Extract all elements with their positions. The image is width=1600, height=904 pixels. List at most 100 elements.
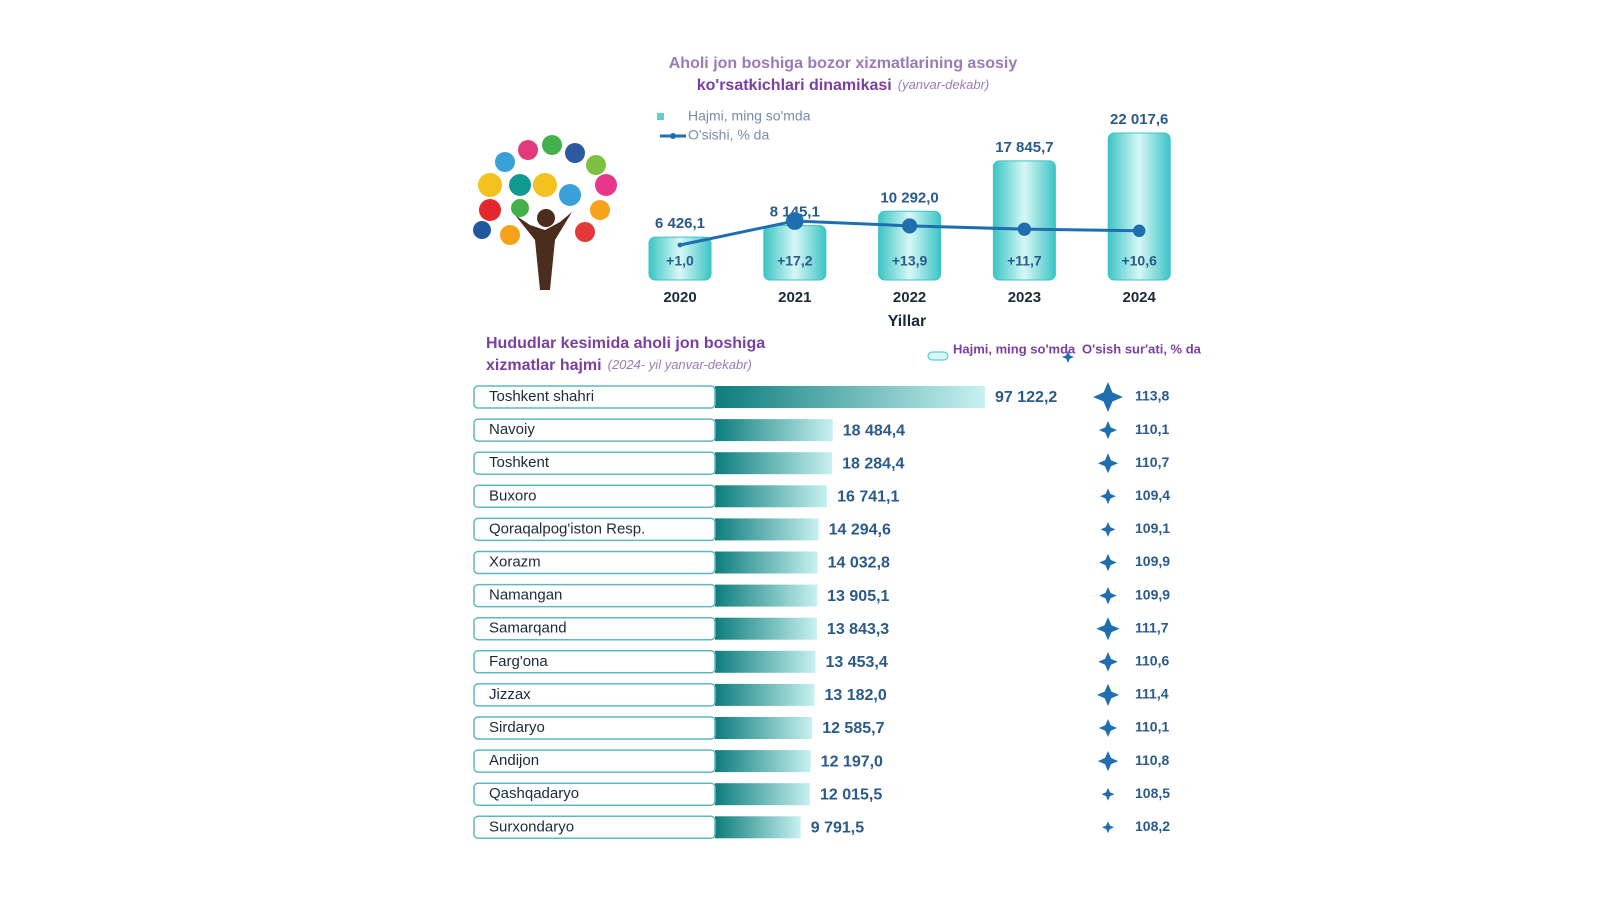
bar [715,717,813,739]
value-label: 14 032,8 [828,555,890,572]
category-label: Farg'ona [489,653,548,670]
category-label: Toshkent [489,454,550,471]
label-pill [473,484,716,509]
label-pill [473,583,716,608]
growth-label: 113,8 [1135,388,1169,404]
chart-title: Aholi jon boshiga bozor xizmatlarining a… [669,55,1018,72]
bar [715,750,811,773]
chart-title-line: ko'rsatkichlari dinamikasi [697,77,892,94]
value-label: 18 284,4 [842,455,904,472]
category-label: Navoiy [489,421,535,438]
growth-marker [1098,651,1118,672]
x-tick-label: 2022 [893,289,926,306]
growth-label: 109,1 [1135,520,1170,536]
growth-marker [1100,488,1116,505]
growth-label: 108,2 [1135,818,1170,834]
value-label: 13 453,4 [825,654,887,671]
legend-swatch [657,113,664,120]
growth-label: 108,5 [1135,785,1170,801]
column [992,160,1056,281]
growth-marker [1102,821,1114,834]
x-axis-label: Yillar [888,313,927,330]
label-pill [473,385,716,409]
label-pill [473,683,716,707]
label-pill [473,749,716,773]
value-label: 17 845,7 [995,139,1053,156]
label-pill [473,782,716,806]
growth-marker [1097,750,1119,772]
bar [715,584,818,607]
tree-logo [473,135,617,290]
legend-label: Hajmi, ming so'mda [953,341,1076,356]
growth-point [1132,224,1146,238]
legend-label: O'sishi, % da [688,127,769,143]
category-label: Toshkent shahri [489,388,594,405]
bar [715,551,818,574]
growth-label: +10,6 [1121,253,1157,269]
x-tick-label: 2021 [778,289,811,306]
growth-point [902,218,918,234]
legend-swatch [927,351,949,361]
growth-marker [1098,718,1118,738]
label-pill [473,815,716,840]
bar [715,386,985,408]
value-label: 97 122,2 [995,389,1057,406]
bar [715,617,817,640]
growth-marker [1096,683,1120,707]
bar [715,452,833,475]
category-label: Andijon [489,752,539,769]
growth-label: +13,9 [892,253,928,269]
value-label: 12 197,0 [821,753,883,770]
growth-marker [1099,553,1117,572]
growth-marker [1096,617,1120,641]
value-label: 10 292,0 [880,189,938,206]
label-pill [473,716,716,740]
chart-title: ko'rsatkichlari dinamikasi (yanvar-dekabr… [697,77,990,94]
category-label: Buxoro [489,487,537,504]
category-label: Jizzax [489,686,531,703]
category-label: Namangan [489,587,562,604]
legend-swatch [1062,351,1074,363]
value-label: 13 843,3 [827,621,889,638]
value-label: 13 905,1 [827,588,889,605]
column [1107,132,1171,281]
growth-label: 109,9 [1135,586,1170,602]
bar [715,419,833,442]
value-label: 6 426,1 [655,215,705,232]
category-label: Samarqand [489,620,567,637]
growth-marker [1100,521,1116,537]
x-tick-label: 2024 [1123,289,1157,306]
value-label: 13 182,0 [824,687,886,704]
growth-label: 110,6 [1135,653,1169,669]
growth-label: +1,0 [666,253,694,269]
label-pill [473,451,716,475]
label-pill [473,550,716,575]
x-tick-label: 2020 [663,289,696,306]
growth-marker [1098,453,1118,474]
growth-label: +17,2 [777,253,813,269]
category-label: Qoraqalpog'iston Resp. [489,520,645,537]
growth-label: 110,7 [1135,454,1169,470]
chart-subtitle: (2024- yil yanvar-dekabr) [608,357,752,372]
value-label: 8 145,1 [770,204,820,221]
value-label: 18 484,4 [843,422,905,439]
growth-point [1017,222,1032,236]
legend-label: O'sish sur'ati, % da [1082,341,1202,356]
bar [715,650,816,673]
chart-subtitle: (yanvar-dekabr) [898,77,990,92]
bar [715,518,819,541]
value-label: 12 585,7 [822,720,884,737]
label-pill [473,517,716,542]
value-label: 14 294,6 [829,522,891,539]
growth-label: 109,9 [1135,553,1170,569]
growth-point [785,212,804,230]
value-label: 9 791,5 [811,820,864,837]
chart-title: Hududlar kesimida aholi jon boshiga [486,335,765,352]
growth-label: 110,1 [1135,719,1169,735]
category-label: Xorazm [489,553,541,570]
growth-label: +11,7 [1007,253,1042,269]
growth-marker [1093,382,1123,412]
bar [715,783,810,806]
growth-label: 109,4 [1135,487,1170,503]
